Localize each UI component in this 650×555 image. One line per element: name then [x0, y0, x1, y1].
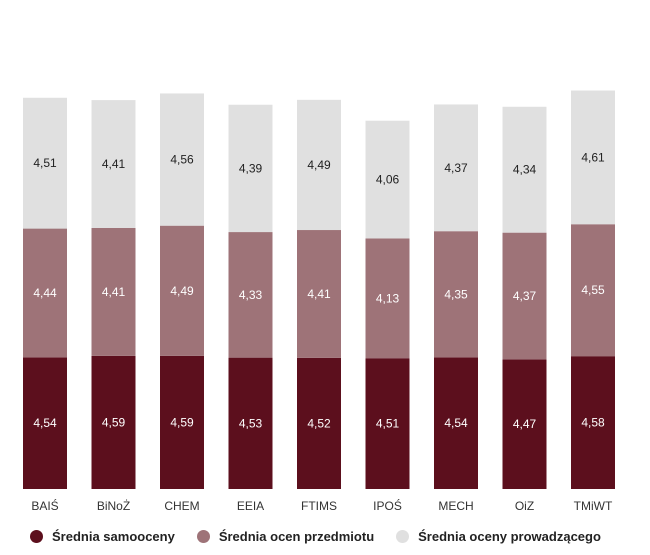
legend-item-oceny-prowadzacego: Średnia oceny prowadzącego — [396, 529, 601, 544]
data-label: 4,55 — [581, 283, 605, 297]
data-label: 4,56 — [170, 153, 194, 167]
bar-segment — [502, 106, 547, 233]
data-label: 4,51 — [376, 417, 400, 431]
legend-swatch — [196, 530, 210, 543]
data-label: 4,06 — [376, 173, 400, 187]
bar-segment — [365, 238, 410, 359]
x-tick-label: IPOŚ — [373, 498, 402, 513]
bar-segment — [228, 357, 273, 489]
legend-item-samoocena: Średnia samooceny — [30, 529, 175, 544]
data-label: 4,41 — [102, 157, 126, 171]
x-tick-label: BiNoŻ — [97, 499, 130, 513]
bar-segment — [228, 104, 273, 233]
data-label: 4,59 — [102, 415, 126, 429]
legend-label: Średnia oceny prowadzącego — [418, 529, 601, 544]
bar-segment — [160, 225, 204, 356]
bar-segment — [297, 357, 341, 489]
bar-segment — [434, 104, 478, 232]
data-label: 4,33 — [239, 288, 263, 302]
bar-segment — [91, 355, 136, 489]
data-label: 4,52 — [307, 416, 331, 430]
data-label: 4,37 — [444, 161, 468, 175]
data-label: 4,54 — [33, 416, 57, 430]
bar-segment — [160, 93, 204, 226]
bar-segment — [434, 231, 478, 358]
data-label: 4,49 — [307, 158, 331, 172]
bar-segment — [571, 356, 615, 489]
bar-segment — [297, 230, 341, 358]
bar-segment — [297, 99, 341, 231]
bar-segment — [23, 357, 67, 489]
bar-segment — [434, 357, 478, 489]
bar-segment — [91, 228, 136, 356]
stacked-bar-chart: 4,54 4,44 4,51 BAIŚ 4,59 4,41 4,41 BiNoŻ 4,59 4,4… — [23, 90, 615, 513]
data-label: 4,47 — [513, 417, 537, 431]
legend-item-oceny-przedmiotu: Średnia ocen przedmiotu — [196, 529, 375, 544]
data-label: 4,37 — [513, 289, 537, 303]
bar-segment — [228, 232, 273, 358]
legend: Średnia samooceny Średnia ocen przedmiot… — [30, 529, 623, 544]
data-label: 4,41 — [102, 285, 126, 299]
data-label: 4,51 — [33, 156, 57, 170]
bar-segment — [502, 359, 547, 489]
data-label: 4,58 — [581, 416, 605, 430]
data-label: 4,34 — [513, 163, 537, 177]
legend-label: Średnia ocen przedmiotu — [218, 529, 375, 544]
x-tick-label: EEIA — [237, 499, 264, 513]
data-label: 4,35 — [444, 287, 468, 301]
x-tick-label: BAIŚ — [31, 498, 58, 513]
bar-segment — [160, 355, 204, 489]
bar-segment — [365, 358, 410, 489]
legend-label: Średnia samooceny — [52, 529, 175, 544]
data-label: 4,39 — [239, 161, 263, 175]
bar-segment — [91, 100, 136, 228]
x-tick-label: FTIMS — [301, 499, 337, 513]
data-label: 4,59 — [170, 415, 194, 429]
legend-swatch — [30, 530, 43, 543]
data-label: 4,44 — [33, 286, 57, 300]
data-label: 4,53 — [239, 416, 263, 430]
x-tick-label: CHEM — [164, 499, 199, 513]
data-label: 4,41 — [307, 287, 331, 301]
x-tick-label: OiZ — [515, 499, 534, 513]
x-tick-label: TMiWT — [574, 499, 613, 513]
legend-swatch — [396, 530, 410, 543]
data-label: 4,54 — [444, 416, 468, 430]
bar-segment — [23, 228, 67, 358]
x-tick-label: MECH — [438, 499, 473, 513]
data-label: 4,49 — [170, 284, 194, 298]
bar-segment — [571, 90, 615, 225]
bar-segment — [502, 232, 547, 360]
data-label: 4,13 — [376, 291, 400, 305]
data-label: 4,61 — [581, 150, 605, 164]
bar-segment — [23, 97, 67, 229]
bar-segment — [571, 224, 615, 357]
bar-segment — [365, 120, 410, 239]
